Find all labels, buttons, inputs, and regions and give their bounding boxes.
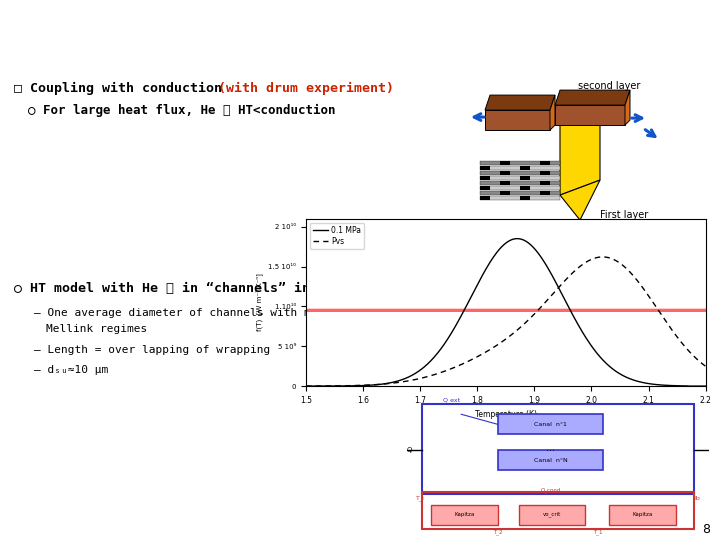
Bar: [540, 181, 550, 185]
Text: T_2: T_2: [492, 530, 503, 536]
Text: Q: Q: [407, 447, 412, 454]
Text: second layer: second layer: [578, 81, 640, 91]
Text: (with drum experiment): (with drum experiment): [218, 82, 394, 95]
0.1 MPa: [701, 383, 710, 389]
Pvs: [701, 363, 710, 369]
Text: 8: 8: [702, 523, 710, 536]
Text: Kapitza: Kapitza: [632, 512, 653, 517]
Bar: [480, 196, 560, 200]
Text: ○ HT model with He Ⅱ in “channels” in parallel with conduction with Kapitza: ○ HT model with He Ⅱ in “channels” in pa…: [14, 282, 614, 295]
Text: vo_crit: vo_crit: [543, 512, 561, 517]
0.1 MPa: [518, 237, 527, 243]
Pvs: [693, 356, 701, 362]
Bar: [520, 166, 530, 170]
Bar: [500, 181, 510, 185]
Bar: [480, 186, 490, 190]
0.1 MPa: [630, 377, 639, 383]
Bar: [480, 191, 560, 195]
Bar: [540, 171, 550, 175]
Pvs: [630, 274, 639, 280]
Text: He II heat transfer through permeable insulation: He II heat transfer through permeable in…: [65, 17, 720, 43]
Text: – Length = over lapping of wrapping: – Length = over lapping of wrapping: [34, 345, 270, 355]
Text: First layer: First layer: [600, 210, 648, 220]
Text: T_i: T_i: [416, 496, 425, 501]
Text: Q_cond: Q_cond: [540, 488, 561, 494]
Text: Kapitza: Kapitza: [454, 512, 474, 517]
0.1 MPa: [513, 235, 522, 242]
Polygon shape: [560, 110, 600, 195]
Bar: [480, 166, 560, 170]
Bar: [480, 176, 560, 180]
Bar: [480, 166, 490, 170]
Bar: [540, 191, 550, 195]
Text: Canal  n°N: Canal n°N: [534, 458, 567, 463]
Text: cea: cea: [6, 20, 22, 29]
FancyBboxPatch shape: [609, 504, 676, 524]
Line: Pvs: Pvs: [306, 257, 706, 386]
Polygon shape: [555, 105, 625, 125]
Bar: [520, 186, 530, 190]
0.1 MPa: [492, 251, 500, 257]
Bar: [500, 171, 510, 175]
Pvs: [518, 322, 526, 329]
Bar: [480, 186, 560, 190]
0.1 MPa: [693, 383, 702, 389]
Text: Q_ext: Q_ext: [443, 397, 462, 403]
Bar: [480, 161, 560, 165]
Text: T_1: T_1: [593, 530, 602, 536]
Text: saclay: saclay: [6, 44, 26, 49]
Text: ...: ...: [546, 443, 555, 454]
Pvs: [492, 343, 500, 349]
0.1 MPa: [685, 383, 693, 389]
Text: Mellink regimes: Mellink regimes: [46, 324, 148, 334]
Y-axis label: f(T)  [W m⁻³ K⁻ⁿ]: f(T) [W m⁻³ K⁻ⁿ]: [255, 273, 263, 332]
Polygon shape: [625, 90, 630, 125]
Text: Canal  n°1: Canal n°1: [534, 422, 567, 427]
Polygon shape: [550, 95, 555, 130]
Pvs: [302, 383, 310, 389]
Text: □ Coupling with conduction: □ Coupling with conduction: [14, 82, 230, 95]
0.1 MPa: [302, 383, 310, 389]
Bar: [520, 176, 530, 180]
Pvs: [539, 301, 548, 307]
Bar: [480, 196, 490, 200]
Text: lb: lb: [694, 496, 700, 501]
FancyBboxPatch shape: [518, 504, 585, 524]
Polygon shape: [555, 90, 630, 105]
X-axis label: Temperature (K): Temperature (K): [474, 410, 537, 420]
Legend: 0.1 MPa, Pvs: 0.1 MPa, Pvs: [310, 222, 364, 249]
Text: – One average diameter of channels with measurement in Landau and Gorter-: – One average diameter of channels with …: [34, 308, 527, 318]
Polygon shape: [485, 95, 555, 110]
Text: ○ For large heat flux, He Ⅱ HT<conduction: ○ For large heat flux, He Ⅱ HT<conductio…: [28, 104, 336, 117]
Pvs: [598, 254, 607, 260]
Bar: [480, 176, 490, 180]
Bar: [500, 161, 510, 165]
Bar: [500, 191, 510, 195]
Bar: [480, 181, 560, 185]
FancyBboxPatch shape: [431, 504, 498, 524]
0.1 MPa: [540, 259, 549, 266]
Polygon shape: [560, 180, 600, 220]
Bar: [480, 171, 560, 175]
Text: Irfu: Irfu: [6, 5, 19, 14]
FancyBboxPatch shape: [498, 450, 603, 470]
Bar: [540, 161, 550, 165]
Polygon shape: [485, 110, 550, 130]
Bar: [520, 196, 530, 200]
Text: – dₛᵤ≈10 μm: – dₛᵤ≈10 μm: [34, 365, 108, 375]
0.1 MPa: [494, 247, 503, 254]
Line: 0.1 MPa: 0.1 MPa: [306, 239, 706, 386]
Pvs: [494, 341, 503, 348]
FancyBboxPatch shape: [498, 414, 603, 434]
